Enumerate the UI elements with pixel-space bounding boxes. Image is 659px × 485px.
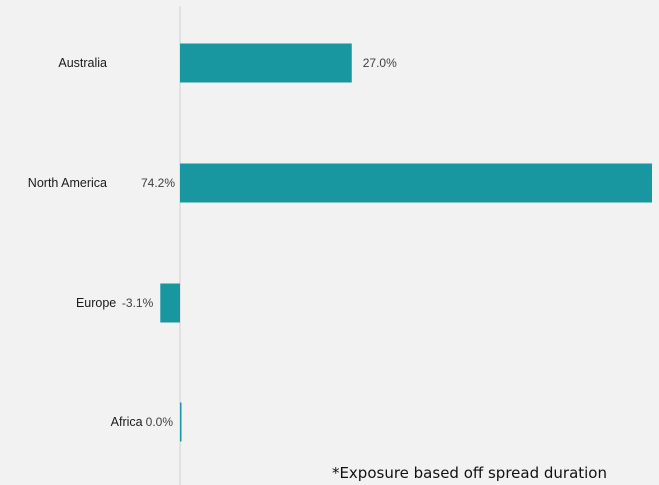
bar-australia xyxy=(180,43,352,83)
bar-north-america xyxy=(180,163,652,203)
category-label-australia: Australia xyxy=(58,56,107,70)
value-label-north-america: 74.2% xyxy=(141,176,175,190)
bars-layer: 27.0% Australia 74.2% North America -3.1% Eur… xyxy=(28,43,652,442)
value-label-africa: 0.0% xyxy=(146,415,174,429)
category-label-north-america: North America xyxy=(28,176,107,190)
category-label-europe: Europe xyxy=(76,296,116,310)
bar-africa xyxy=(180,402,182,442)
bar-europe xyxy=(160,283,180,323)
value-label-europe: -3.1% xyxy=(122,296,154,310)
footnote-annotation: *Exposure based off spread duration xyxy=(332,464,607,482)
category-label-africa: Africa xyxy=(111,415,143,429)
value-label-australia: 27.0% xyxy=(363,56,397,70)
